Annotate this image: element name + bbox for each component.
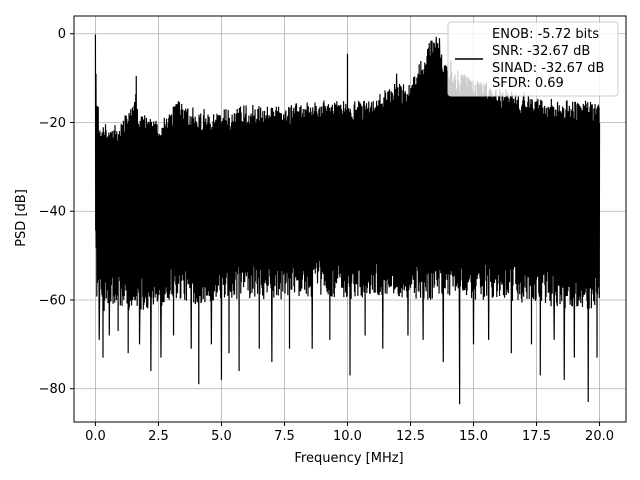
- x-tick-label: 2.5: [148, 429, 169, 444]
- legend-frame: [447, 21, 619, 97]
- x-tick-label: 17.5: [522, 429, 551, 444]
- axes-frame: [73, 15, 627, 423]
- x-tick-label: 5.0: [211, 429, 232, 444]
- y-tick-label: −80: [39, 382, 66, 397]
- y-tick-label: −60: [39, 293, 66, 308]
- x-tick-label: 10.0: [333, 429, 362, 444]
- y-tick-label: −40: [39, 205, 66, 220]
- x-tick-label: 15.0: [459, 429, 488, 444]
- x-tick-label: 7.5: [274, 429, 295, 444]
- y-axis-label: PSD [dB]: [14, 189, 29, 247]
- x-tick-label: 0.0: [85, 429, 106, 444]
- x-axis-label: Frequency [MHz]: [294, 451, 403, 466]
- x-tick-label: 20.0: [585, 429, 614, 444]
- y-tick-label: −20: [39, 116, 66, 131]
- x-tick-label: 12.5: [396, 429, 425, 444]
- legend-entry-snr: SNR: -32.67 dB: [492, 44, 590, 59]
- legend-entry-sinad: SINAD: -32.67 dB: [492, 61, 604, 76]
- legend-entry-sfdr: SFDR: 0.69: [492, 76, 564, 91]
- legend-entry-enob: ENOB: -5.72 bits: [492, 27, 599, 42]
- y-tick-label: 0: [58, 27, 66, 42]
- legend: ENOB: -5.72 bits SNR: -32.67 dB SINAD: -…: [447, 21, 619, 97]
